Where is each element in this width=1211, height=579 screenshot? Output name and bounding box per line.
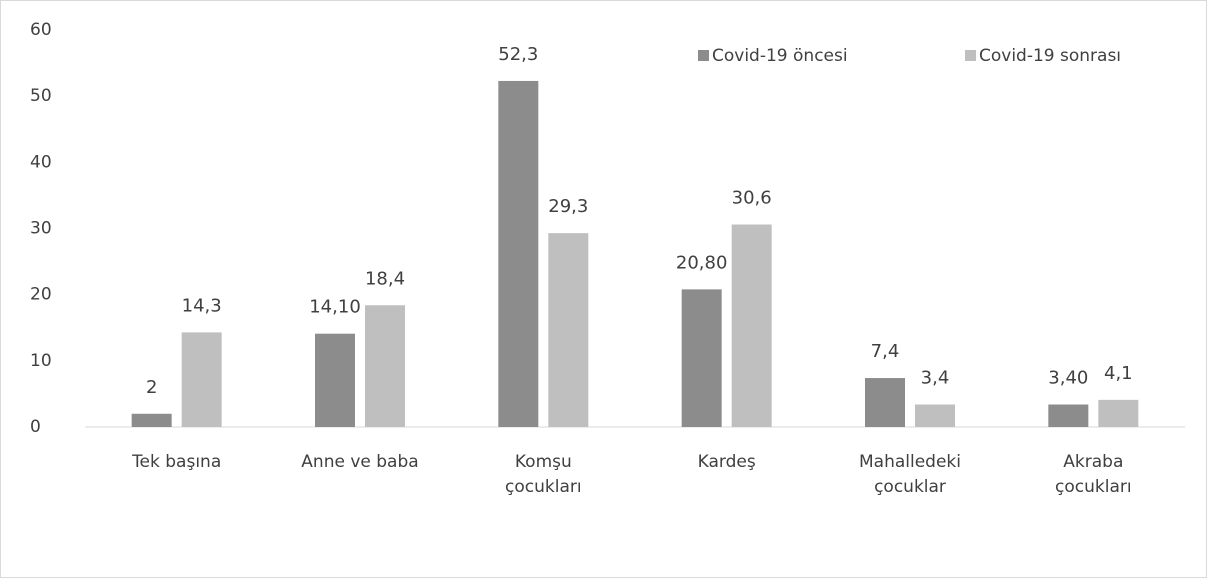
value-label: 30,6 [732, 188, 772, 209]
x-tick-label: Akraba [1063, 452, 1123, 472]
legend-label: Covid-19 sonrası [979, 46, 1121, 66]
y-tick-label: 60 [30, 20, 52, 40]
y-tick-label: 40 [30, 152, 52, 172]
x-tick-label: Mahalledeki [859, 452, 961, 472]
bar [731, 224, 772, 427]
x-tick-label: çocukları [1055, 477, 1132, 497]
x-tick-label: Komşu [515, 452, 572, 472]
legend-label: Covid-19 öncesi [712, 46, 848, 66]
bar [915, 404, 955, 427]
x-tick-label: Kardeş [698, 452, 756, 472]
legend-swatch [698, 50, 709, 61]
y-tick-label: 10 [30, 351, 52, 371]
bar [181, 332, 222, 427]
x-tick-label: Anne ve baba [301, 452, 418, 472]
y-tick-label: 50 [30, 86, 52, 106]
value-label: 4,1 [1104, 363, 1133, 384]
x-tick-label: çocukları [505, 477, 582, 497]
x-tick-label: çocuklar [874, 477, 946, 497]
value-label: 29,3 [548, 196, 588, 217]
value-label: 3,4 [921, 368, 950, 389]
value-label: 14,3 [182, 295, 222, 316]
value-label: 20,80 [676, 252, 728, 273]
value-label: 18,4 [365, 268, 405, 289]
y-tick-label: 30 [30, 219, 52, 239]
y-tick-label: 0 [30, 417, 41, 437]
y-tick-label: 20 [30, 285, 52, 305]
bar [548, 233, 589, 427]
value-label: 3,40 [1048, 368, 1088, 389]
bar [1098, 399, 1139, 427]
value-label: 52,3 [498, 44, 538, 65]
bar [131, 413, 172, 427]
bar [865, 378, 905, 427]
bar [315, 333, 355, 427]
value-label: 14,10 [309, 297, 361, 318]
bar [365, 305, 405, 427]
value-label: 7,4 [871, 341, 900, 362]
bar [1048, 404, 1089, 427]
value-label: 2 [146, 377, 157, 398]
bar [498, 80, 539, 427]
x-tick-label: Tek başına [131, 452, 221, 472]
bar [681, 289, 722, 427]
legend-swatch [965, 50, 976, 61]
